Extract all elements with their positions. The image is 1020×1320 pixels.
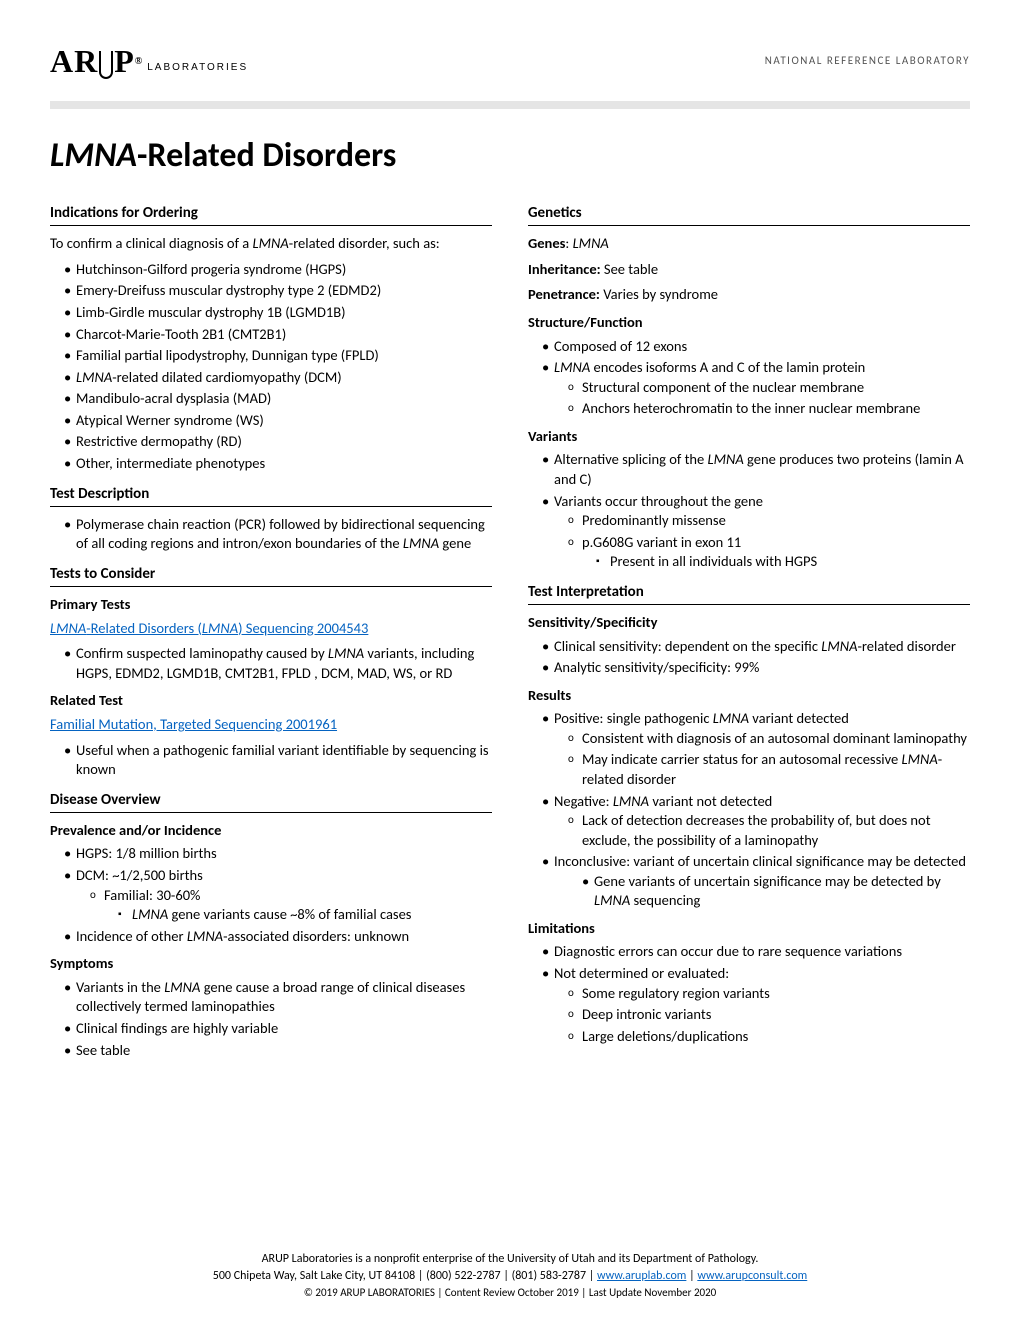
header-tagline: NATIONAL REFERENCE LABORATORY	[765, 54, 970, 69]
results-list: Positive: single pathogenic LMNA variant…	[528, 709, 970, 911]
list-item: LMNA-related dilated cardiomyopathy (DCM…	[64, 368, 492, 388]
title-rest: -Related Disorders	[137, 135, 396, 176]
logo: ARP® LABORATORIES	[50, 40, 248, 83]
list-item: Atypical Werner syndrome (WS)	[64, 411, 492, 431]
list-item: Analytic sensitivity/specificity: 99%	[542, 658, 970, 678]
related-test-list: Useful when a pathogenic familial varian…	[50, 741, 492, 780]
section-indications: Indications for Ordering	[50, 203, 492, 226]
page-footer: ARUP Laboratories is a nonprofit enterpr…	[50, 1251, 970, 1300]
limitations-list: Diagnostic errors can occur due to rare …	[528, 942, 970, 1046]
sub-symptoms: Symptoms	[50, 954, 492, 974]
aruplab-link[interactable]: www.aruplab.com	[597, 1269, 686, 1283]
list-item: LMNA gene variants cause ~8% of familial…	[118, 905, 492, 925]
list-item: Predominantly missense	[568, 511, 970, 531]
familial-mutation-link[interactable]: Familial Mutation, Targeted Sequencing 2…	[50, 715, 337, 733]
list-item: Charcot-Marie-Tooth 2B1 (CMT2B1)	[64, 325, 492, 345]
list-item: Variants in the LMNA gene cause a broad …	[64, 978, 492, 1017]
list-item: Composed of 12 exons	[542, 337, 970, 357]
list-item: Diagnostic errors can occur due to rare …	[542, 942, 970, 962]
penetrance-line: Penetrance: Varies by syndrome	[528, 285, 970, 305]
list-item: Variants occur throughout the gene Predo…	[542, 492, 970, 572]
sub-variants: Variants	[528, 427, 970, 447]
footer-line-1: ARUP Laboratories is a nonprofit enterpr…	[50, 1251, 970, 1268]
list-item: LMNA encodes isoforms A and C of the lam…	[542, 358, 970, 419]
list-item: Consistent with diagnosis of an autosoma…	[568, 729, 970, 749]
structure-list: Composed of 12 exons LMNA encodes isofor…	[528, 337, 970, 419]
footer-line-2: 500 Chipeta Way, Salt Lake City, UT 8410…	[50, 1268, 970, 1285]
symptoms-list: Variants in the LMNA gene cause a broad …	[50, 978, 492, 1060]
list-item: Some regulatory region variants	[568, 984, 970, 1004]
list-item: Anchors heterochromatin to the inner nuc…	[568, 399, 970, 419]
prevalence-list: HGPS: 1/8 million births DCM: ~1/2,500 b…	[50, 844, 492, 946]
list-item: Inconclusive: variant of uncertain clini…	[542, 852, 970, 911]
primary-test-list: Confirm suspected laminopathy caused by …	[50, 644, 492, 683]
section-genetics: Genetics	[528, 203, 970, 226]
list-item: Large deletions/duplications	[568, 1027, 970, 1047]
list-item: Useful when a pathogenic familial varian…	[64, 741, 492, 780]
sub-limitations: Limitations	[528, 919, 970, 939]
sub-structure-function: Structure/Function	[528, 313, 970, 333]
list-item: Familial partial lipodystrophy, Dunnigan…	[64, 346, 492, 366]
list-item: Alternative splicing of the LMNA gene pr…	[542, 450, 970, 489]
footer-line-3: © 2019 ARUP LABORATORIES | Content Revie…	[50, 1285, 970, 1300]
header-divider	[50, 101, 970, 109]
list-item: Negative: LMNA variant not detected Lack…	[542, 792, 970, 851]
list-item: Positive: single pathogenic LMNA variant…	[542, 709, 970, 789]
sub-results: Results	[528, 686, 970, 706]
sub-related-test: Related Test	[50, 691, 492, 711]
left-column: Indications for Ordering To confirm a cl…	[50, 193, 492, 1066]
arupconsult-link[interactable]: www.arupconsult.com	[697, 1269, 807, 1283]
list-item: Restrictive dermopathy (RD)	[64, 432, 492, 452]
list-item: See table	[64, 1041, 492, 1061]
variants-list: Alternative splicing of the LMNA gene pr…	[528, 450, 970, 571]
section-tests-consider: Tests to Consider	[50, 564, 492, 587]
test-tube-icon	[99, 51, 113, 79]
indications-intro: To confirm a clinical diagnosis of a LMN…	[50, 234, 492, 254]
test-description-list: Polymerase chain reaction (PCR) followed…	[50, 515, 492, 554]
list-item: Hutchinson-Gilford progeria syndrome (HG…	[64, 260, 492, 280]
list-item: Emery-Dreifuss muscular dystrophy type 2…	[64, 281, 492, 301]
list-item: May indicate carrier status for an autos…	[568, 750, 970, 789]
title-gene: LMNA	[50, 135, 137, 176]
list-item: Gene variants of uncertain significance …	[582, 872, 970, 911]
list-item: Present in all individuals with HGPS	[596, 552, 970, 572]
logo-prefix: AR	[50, 40, 98, 83]
list-item: Deep intronic variants	[568, 1005, 970, 1025]
content-columns: Indications for Ordering To confirm a cl…	[50, 193, 970, 1066]
list-item: Lack of detection decreases the probabil…	[568, 811, 970, 850]
logo-text: ARP®	[50, 40, 143, 83]
inheritance-line: Inheritance: See table	[528, 260, 970, 280]
sub-prevalence: Prevalence and/or Incidence	[50, 821, 492, 841]
lmna-sequencing-link[interactable]: LMNA-Related Disorders (LMNA) Sequencing…	[50, 619, 368, 637]
logo-suffix: P	[114, 40, 135, 83]
list-item: Other, intermediate phenotypes	[64, 454, 492, 474]
list-item: DCM: ~1/2,500 births Familial: 30-60% LM…	[64, 866, 492, 925]
genes-line: Genes: LMNA	[528, 234, 970, 254]
list-item: HGPS: 1/8 million births	[64, 844, 492, 864]
section-test-description: Test Description	[50, 484, 492, 507]
list-item: Not determined or evaluated: Some regula…	[542, 964, 970, 1046]
list-item: Structural component of the nuclear memb…	[568, 378, 970, 398]
sub-sensitivity: Sensitivity/Specificity	[528, 613, 970, 633]
list-item: Polymerase chain reaction (PCR) followed…	[64, 515, 492, 554]
section-disease-overview: Disease Overview	[50, 790, 492, 813]
sub-primary-tests: Primary Tests	[50, 595, 492, 615]
page-title: LMNA-Related Disorders	[50, 133, 970, 179]
related-test-link-wrap: Familial Mutation, Targeted Sequencing 2…	[50, 715, 492, 735]
sensitivity-list: Clinical sensitivity: dependent on the s…	[528, 637, 970, 678]
primary-test-link: LMNA-Related Disorders (LMNA) Sequencing…	[50, 619, 492, 639]
right-column: Genetics Genes: LMNA Inheritance: See ta…	[528, 193, 970, 1066]
list-item: Confirm suspected laminopathy caused by …	[64, 644, 492, 683]
list-item: Mandibulo-acral dysplasia (MAD)	[64, 389, 492, 409]
logo-subtitle: LABORATORIES	[147, 61, 248, 75]
list-item: Limb-Girdle muscular dystrophy 1B (LGMD1…	[64, 303, 492, 323]
page-header: ARP® LABORATORIES NATIONAL REFERENCE LAB…	[50, 40, 970, 83]
list-item: Clinical findings are highly variable	[64, 1019, 492, 1039]
list-item: Incidence of other LMNA-associated disor…	[64, 927, 492, 947]
section-test-interpretation: Test Interpretation	[528, 582, 970, 605]
indications-list: Hutchinson-Gilford progeria syndrome (HG…	[50, 260, 492, 474]
list-item: Clinical sensitivity: dependent on the s…	[542, 637, 970, 657]
list-item: Familial: 30-60% LMNA gene variants caus…	[90, 886, 492, 925]
list-item: p.G608G variant in exon 11 Present in al…	[568, 533, 970, 572]
